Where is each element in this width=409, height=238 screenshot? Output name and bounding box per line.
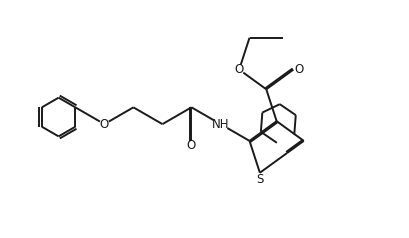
Text: O: O (100, 118, 109, 131)
Text: O: O (234, 63, 244, 76)
Text: O: O (294, 63, 303, 76)
Text: S: S (256, 173, 263, 186)
Text: NH: NH (212, 118, 229, 131)
Text: O: O (187, 139, 196, 153)
